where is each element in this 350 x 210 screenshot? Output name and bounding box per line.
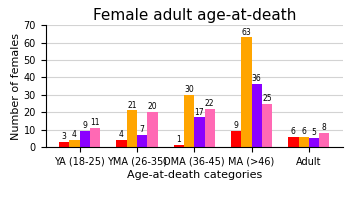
Bar bbox=[137, 135, 147, 147]
Bar bbox=[90, 128, 100, 147]
Text: 9: 9 bbox=[82, 121, 87, 130]
Bar bbox=[262, 104, 272, 147]
Text: 1: 1 bbox=[176, 135, 181, 144]
Title: Female adult age-at-death: Female adult age-at-death bbox=[92, 8, 296, 23]
Bar bbox=[59, 142, 69, 147]
Text: 3: 3 bbox=[62, 132, 66, 141]
Y-axis label: Number of females: Number of females bbox=[10, 33, 21, 140]
Text: 63: 63 bbox=[241, 28, 251, 37]
Bar bbox=[127, 110, 137, 147]
Bar bbox=[147, 112, 158, 147]
Bar bbox=[80, 131, 90, 147]
X-axis label: Age-at-death categories: Age-at-death categories bbox=[127, 169, 262, 180]
Bar bbox=[288, 136, 299, 147]
Text: 30: 30 bbox=[184, 85, 194, 94]
Bar bbox=[69, 140, 80, 147]
Bar bbox=[174, 145, 184, 147]
Text: 21: 21 bbox=[127, 101, 136, 110]
Bar bbox=[231, 131, 241, 147]
Text: 22: 22 bbox=[205, 99, 215, 108]
Bar bbox=[309, 138, 319, 147]
Bar bbox=[319, 133, 329, 147]
Bar bbox=[299, 136, 309, 147]
Bar bbox=[252, 84, 262, 147]
Text: 20: 20 bbox=[148, 102, 157, 111]
Text: 6: 6 bbox=[301, 127, 306, 136]
Text: 9: 9 bbox=[234, 121, 238, 130]
Text: 4: 4 bbox=[119, 130, 124, 139]
Text: 5: 5 bbox=[312, 129, 316, 137]
Text: 36: 36 bbox=[252, 75, 261, 84]
Text: 4: 4 bbox=[72, 130, 77, 139]
Text: 11: 11 bbox=[90, 118, 100, 127]
Text: 7: 7 bbox=[140, 125, 145, 134]
Bar bbox=[184, 95, 194, 147]
Bar bbox=[194, 117, 204, 147]
Text: 8: 8 bbox=[322, 123, 327, 132]
Bar bbox=[204, 109, 215, 147]
Bar bbox=[116, 140, 127, 147]
Text: 6: 6 bbox=[291, 127, 296, 136]
Text: 17: 17 bbox=[195, 108, 204, 117]
Text: 25: 25 bbox=[262, 94, 272, 103]
Bar bbox=[241, 37, 252, 147]
